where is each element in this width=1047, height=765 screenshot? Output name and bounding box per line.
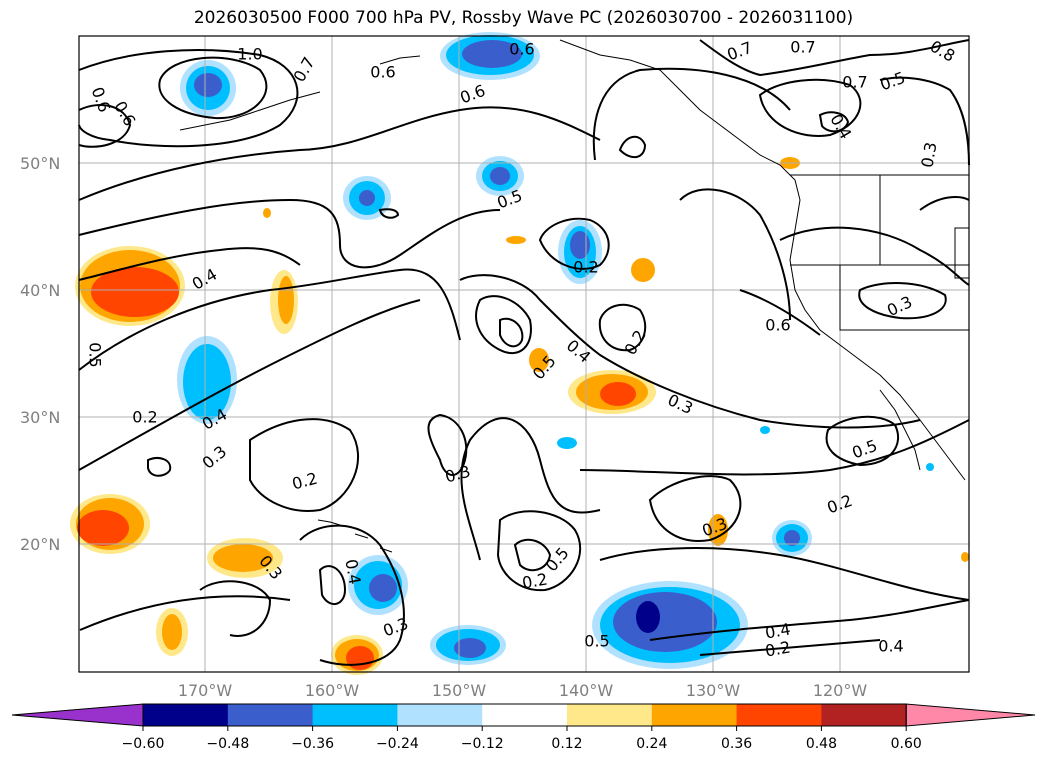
lat-label: 50°N [20, 154, 60, 173]
contour-label: 1.0 [237, 45, 262, 64]
graticule [79, 36, 969, 672]
colorbar: −0.60 −0.48 −0.36 −0.24 −0.12 0.12 0.24 0.36 0.4… [11, 703, 1036, 752]
colorbar-bin [651, 704, 738, 726]
colorbar-tick-label: −0.12 [461, 736, 504, 752]
pos-anomaly-small [631, 258, 655, 282]
contour-label: 0.6 [509, 40, 534, 59]
neg-anomaly-strong [490, 167, 510, 185]
contour-label: 0.4 [341, 558, 364, 586]
pos-anomaly-small [529, 348, 549, 372]
lat-label: 20°N [20, 535, 60, 554]
colorbar-tick-label: 0.24 [636, 736, 667, 752]
pv-anomaly-fills [70, 32, 969, 675]
colorbar-bin [397, 704, 483, 726]
neg-anomaly-strong [454, 638, 486, 658]
pos-anomaly-small [961, 552, 969, 562]
colorbar-tick-label: 0.12 [551, 736, 582, 752]
contour-label: 0.4 [764, 619, 792, 642]
colorbar-tick-label: 0.60 [891, 736, 922, 752]
colorbar-tick-label: −0.48 [206, 736, 249, 752]
contour-label: 0.2 [132, 408, 157, 427]
colorbar-bin [227, 704, 314, 726]
contour-label: 0.2 [764, 637, 792, 660]
colorbar-tick-label: −0.24 [376, 736, 419, 752]
pos-anomaly-mid [162, 614, 182, 650]
contour-label: 0.6 [370, 63, 395, 82]
colorbar-bin [736, 704, 822, 726]
neg-anomaly-small [557, 437, 577, 449]
contour-label: 0.7 [842, 73, 867, 92]
neg-anomaly-small [926, 463, 934, 471]
lon-label: 130°W [686, 681, 741, 700]
coastlines [179, 39, 970, 553]
pos-anomaly-strong [77, 510, 129, 546]
map-frame [78, 35, 970, 673]
pv-contours [78, 39, 970, 666]
lon-label: 170°W [178, 681, 233, 700]
colorbar-extend-max [905, 703, 1036, 727]
colorbar-bin [482, 704, 568, 726]
lat-label: 40°N [20, 281, 60, 300]
neg-anomaly-strong [613, 592, 717, 652]
contour-label: 0.5 [86, 342, 105, 367]
lat-label: 30°N [20, 408, 60, 427]
pos-anomaly-small [263, 208, 271, 218]
colorbar-bin [821, 704, 907, 726]
map-title: 2026030500 F000 700 hPa PV, Rossby Wave … [193, 8, 854, 28]
colorbar-bin [567, 704, 653, 726]
colorbar-bin [312, 704, 398, 726]
colorbar-tick-label: −0.60 [122, 736, 165, 752]
pos-anomaly-strong [91, 267, 179, 317]
neg-anomaly-strong [570, 231, 590, 259]
lon-label: 120°W [813, 681, 868, 700]
neg-anomaly-strong [359, 190, 375, 206]
neg-anomaly-extreme [636, 601, 660, 633]
contour-label: 0.7 [790, 38, 815, 57]
contour-label: 0.5 [584, 632, 609, 651]
contour-label: 0.2 [521, 569, 549, 592]
neg-anomaly-strong [194, 73, 222, 97]
pos-anomaly-small [506, 236, 526, 244]
neg-anomaly-strong [462, 40, 522, 68]
contour-label: 0.2 [573, 258, 598, 277]
colorbar-tick-label: 0.36 [721, 736, 752, 752]
pos-anomaly-mid [278, 276, 294, 324]
lon-label: 140°W [559, 681, 614, 700]
colorbar-tick-label: −0.36 [291, 736, 334, 752]
contour-label: 0.4 [878, 637, 903, 656]
neg-anomaly-strong [369, 574, 397, 602]
pos-anomaly-mid [213, 544, 273, 572]
lon-label: 150°W [432, 681, 487, 700]
neg-anomaly-strong [784, 530, 800, 546]
lon-label: 160°W [305, 681, 360, 700]
neg-anomaly-mid [183, 344, 231, 420]
pos-anomaly-strong [346, 646, 374, 670]
colorbar-outline [142, 703, 907, 727]
pos-anomaly-strong [600, 382, 636, 406]
colorbar-bin [143, 704, 229, 726]
colorbar-tick-label: 0.48 [806, 736, 837, 752]
contour-label: 0.3 [917, 141, 940, 169]
colorbar-extend-min [11, 703, 144, 727]
neg-anomaly-small [760, 426, 770, 434]
contour-label: 0.6 [765, 316, 790, 335]
